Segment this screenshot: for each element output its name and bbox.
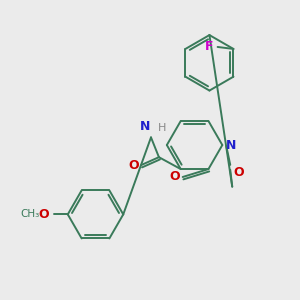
Text: F: F — [205, 40, 214, 53]
Text: O: O — [38, 208, 49, 221]
Text: CH₃: CH₃ — [21, 209, 40, 219]
Text: N: N — [226, 139, 237, 152]
Text: O: O — [233, 166, 244, 179]
Text: O: O — [129, 159, 140, 172]
Text: H: H — [158, 123, 166, 134]
Text: O: O — [169, 170, 180, 184]
Text: N: N — [140, 120, 150, 134]
